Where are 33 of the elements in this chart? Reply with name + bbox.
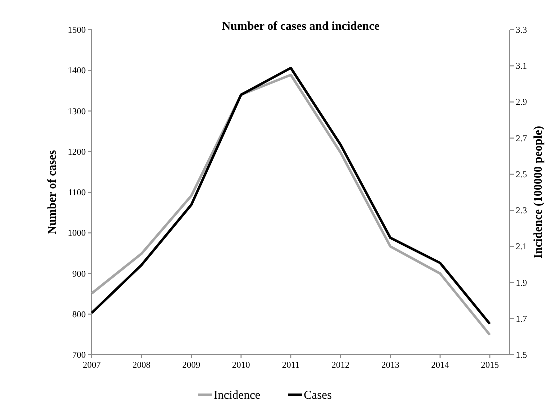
- y2-tick-label: 1.5: [516, 350, 528, 360]
- legend-label: Cases: [304, 388, 332, 402]
- y-tick-label: 1000: [68, 228, 86, 238]
- y2-tick-label: 2.5: [516, 169, 528, 180]
- y2-tick-label: 2.9: [516, 97, 528, 108]
- y2-axis-title: Incidence (100000 people): [531, 126, 545, 259]
- chart-title: Number of cases and incidence: [222, 19, 381, 33]
- y-tick-label: 800: [72, 309, 86, 320]
- x-tick-label: 2015: [481, 360, 500, 370]
- y-tick-label: 1400: [68, 66, 86, 76]
- legend-label: Incidence: [214, 388, 261, 402]
- x-tick-label: 2008: [132, 360, 152, 370]
- y-tick-label: 700: [72, 350, 86, 360]
- y-tick-label: 1500: [68, 25, 86, 35]
- y-tick-label: 900: [72, 268, 86, 279]
- y-tick-label: 1100: [68, 188, 86, 198]
- y2-tick-label: 3.3: [516, 25, 528, 35]
- y2-tick-label: 1.9: [516, 278, 528, 288]
- x-tick-label: 2012: [332, 360, 350, 370]
- y-tick-label: 1300: [68, 106, 86, 116]
- y-axis-title: Number of cases: [45, 150, 59, 235]
- x-tick-label: 2010: [232, 360, 251, 370]
- y-tick-label: 1200: [68, 146, 86, 157]
- y2-tick-label: 2.3: [516, 206, 528, 216]
- x-tick-label: 2007: [83, 360, 102, 370]
- x-tick-label: 2009: [182, 360, 202, 370]
- y2-tick-label: 3.1: [516, 61, 528, 72]
- y2-tick-label: 2.1: [516, 242, 528, 252]
- x-tick-label: 2014: [431, 360, 450, 370]
- y2-tick-label: 1.7: [516, 314, 528, 324]
- x-tick-label: 2013: [382, 360, 400, 370]
- x-tick-label: 2011: [282, 360, 300, 370]
- y2-tick-label: 2.7: [516, 133, 528, 144]
